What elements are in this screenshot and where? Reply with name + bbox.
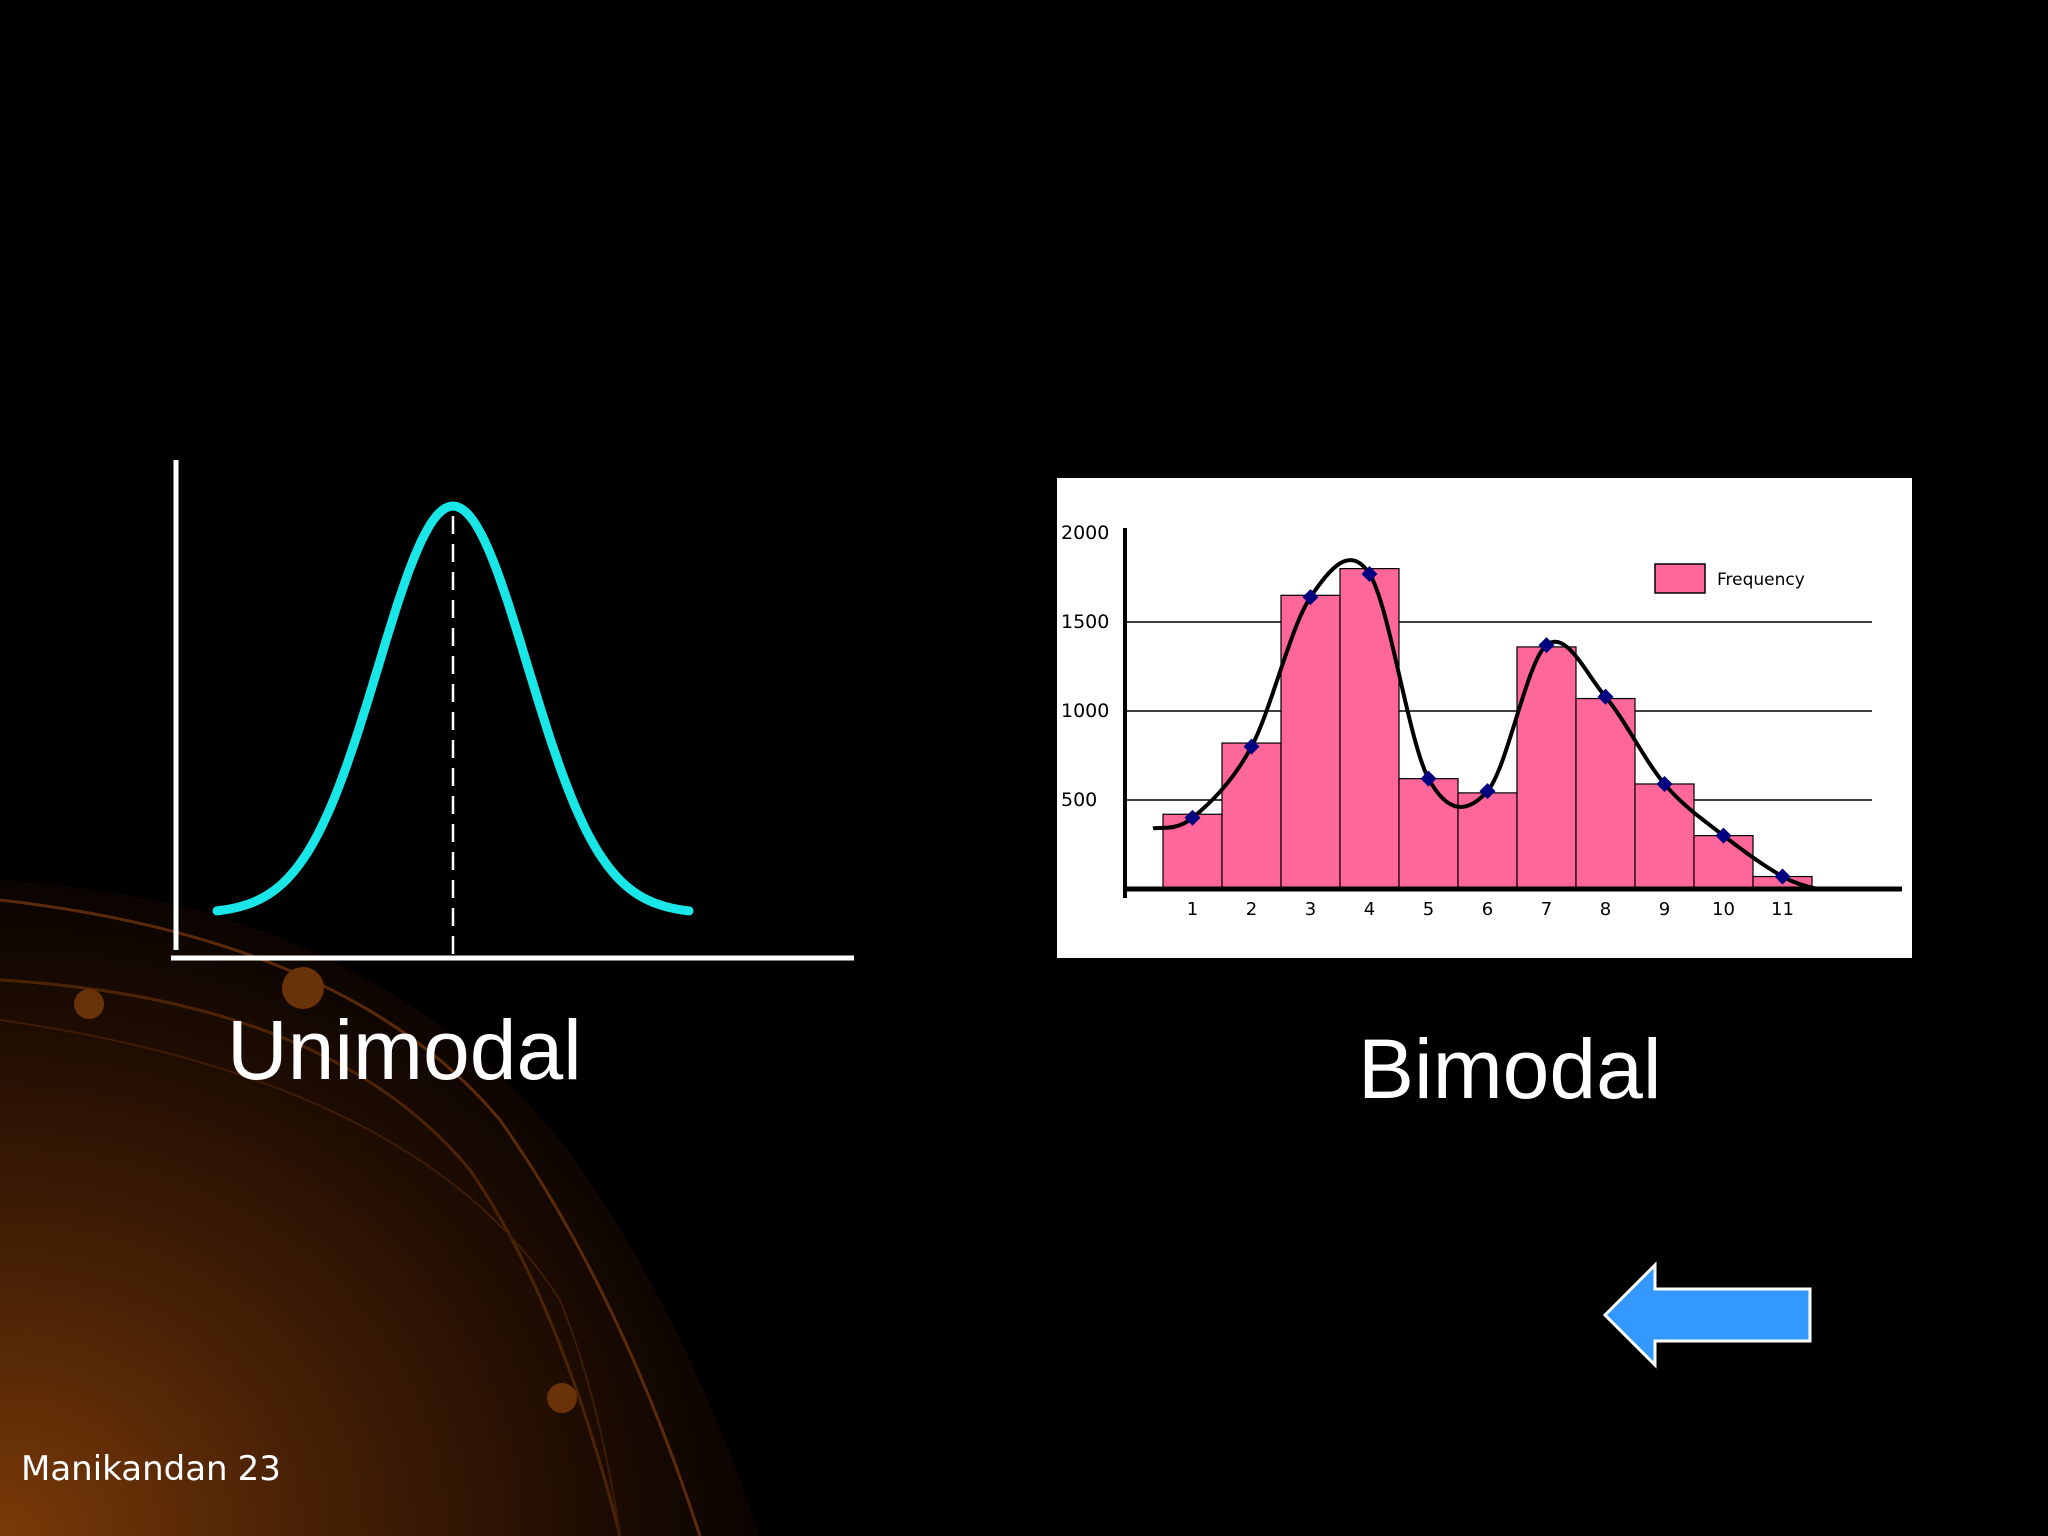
bimodal-y-tick-label: 2000 — [1061, 522, 1109, 544]
footer-author: Manikandan — [21, 1449, 228, 1489]
bimodal-y-tick-label: 1000 — [1061, 700, 1109, 722]
decorative-arc — [0, 978, 622, 1536]
bimodal-x-tick-label: 9 — [1659, 899, 1670, 920]
unimodal-caption: Unimodal — [227, 1003, 582, 1097]
bimodal-chart: 500 1000 1500 2000 1 2 3 4 5 6 7 8 9 10 11 Frequency — [1061, 522, 1902, 920]
bimodal-legend: Frequency — [1654, 563, 1805, 594]
bimodal-bar — [1693, 835, 1754, 890]
bimodal-x-tick-label: 5 — [1423, 899, 1434, 920]
bimodal-x-tick-label: 1 — [1187, 899, 1198, 920]
bimodal-bar — [1457, 792, 1518, 890]
bimodal-data-point — [1302, 589, 1319, 606]
bimodal-data-point — [1243, 738, 1260, 755]
decorative-arc — [0, 1019, 621, 1536]
decorative-dot — [547, 1383, 577, 1413]
bimodal-overlay-curve — [1152, 558, 1818, 891]
bimodal-x-tick-labels: 1 2 3 4 5 6 7 8 9 10 11 — [1187, 899, 1794, 920]
bimodal-x-tick-label: 3 — [1305, 899, 1316, 920]
bimodal-data-point — [1479, 783, 1496, 800]
bimodal-bar — [1221, 742, 1282, 890]
decorative-dot — [282, 967, 324, 1009]
decorative-dot — [74, 989, 104, 1019]
bimodal-x-tick-label: 11 — [1771, 899, 1794, 920]
bimodal-data-point — [1774, 868, 1791, 885]
legend-label: Frequency — [1717, 570, 1805, 590]
bimodal-data-point — [1184, 809, 1201, 826]
bimodal-x-tick-label: 10 — [1712, 899, 1735, 920]
bimodal-data-point — [1656, 775, 1673, 792]
bimodal-x-tick-label: 2 — [1246, 899, 1257, 920]
bimodal-axes — [1123, 528, 1902, 898]
bimodal-bar — [1398, 778, 1459, 890]
bimodal-data-point — [1715, 827, 1732, 844]
decorative-arc — [0, 898, 702, 1536]
left-arrow-icon — [1602, 1261, 1812, 1369]
bimodal-bar — [1634, 783, 1695, 890]
back-arrow-button[interactable] — [1600, 1260, 1815, 1370]
footer-page-number: 23 — [237, 1449, 281, 1489]
bimodal-y-tick-label: 1500 — [1061, 611, 1109, 633]
bimodal-x-tick-label: 6 — [1482, 899, 1493, 920]
bimodal-chart-panel: 500 1000 1500 2000 1 2 3 4 5 6 7 8 9 10 11 Frequency — [1057, 478, 1912, 958]
slide-footer: Manikandan 23 — [21, 1452, 281, 1486]
legend-swatch — [1654, 563, 1706, 594]
bimodal-x-tick-label: 8 — [1600, 899, 1611, 920]
bimodal-x-tick-label: 7 — [1541, 899, 1552, 920]
bimodal-y-tick-label: 500 — [1061, 789, 1097, 811]
bimodal-points — [1184, 565, 1791, 885]
unimodal-curve — [212, 501, 694, 916]
bimodal-data-point — [1538, 637, 1555, 654]
bimodal-caption: Bimodal — [1358, 1022, 1662, 1116]
bimodal-bar — [1339, 567, 1400, 890]
bimodal-data-point — [1361, 565, 1378, 582]
bimodal-data-point — [1597, 688, 1614, 705]
bimodal-x-tick-label: 4 — [1364, 899, 1375, 920]
bimodal-bars — [1162, 567, 1813, 890]
bimodal-data-point — [1420, 770, 1437, 787]
bimodal-y-tick-labels: 500 1000 1500 2000 — [1061, 522, 1109, 811]
